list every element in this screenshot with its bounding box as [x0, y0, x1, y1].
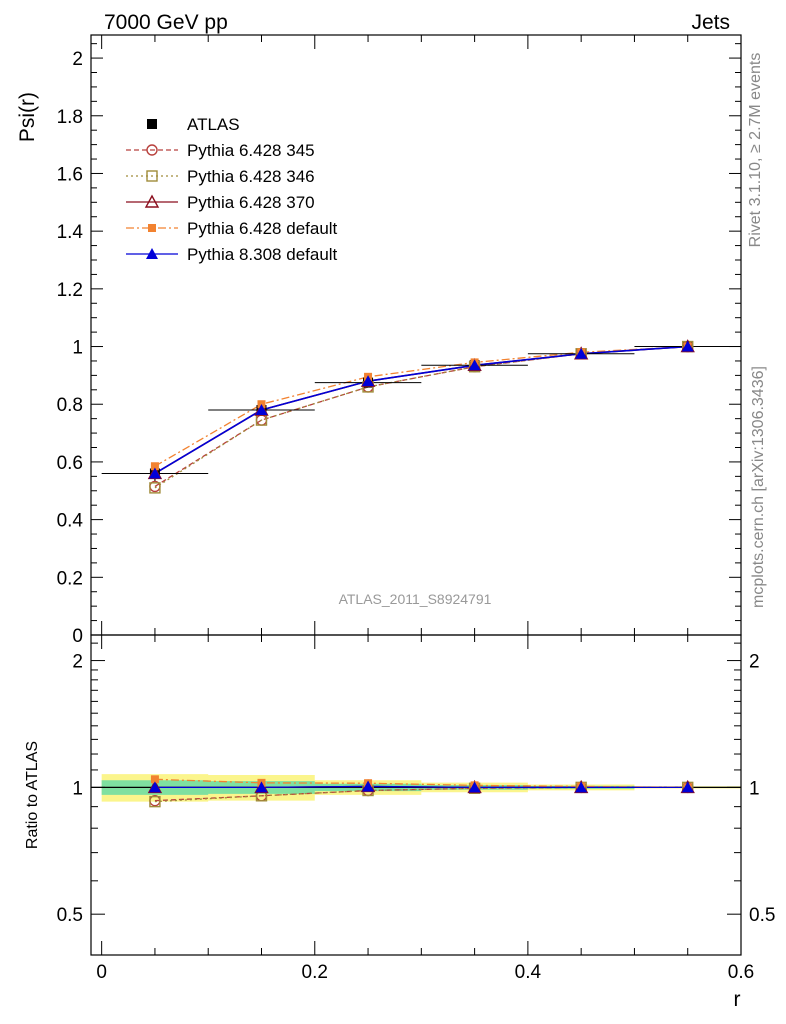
main-axes: 0 0.2 0.4 0.6 0.8 1 1.2 1.4 1.6 1.8 2 — [57, 35, 742, 647]
y-tick-label-main: 0 — [72, 626, 83, 647]
legend-entry-py346: Pythia 6.428 346 — [126, 167, 315, 186]
ratio-panel: 0.5 0.5 1 1 2 2 0 0.2 0.4 0.6 Ratio to ATLAS r — [24, 634, 775, 1011]
legend-entry-atlas: ATLAS — [147, 115, 240, 134]
y-tick-label-main: 1.8 — [57, 107, 83, 128]
ratio-point-py8 — [148, 781, 161, 793]
x-tick-label: 0 — [96, 962, 107, 983]
ratio-line-pydef — [154, 778, 688, 789]
ratio-point-py8 — [468, 781, 481, 793]
y-tick-label-ratio: 0.5 — [57, 905, 83, 926]
main-plot-content — [101, 339, 741, 494]
legend-entry-py8: Pythia 8.308 default — [126, 245, 338, 264]
y-tick-label-main: 1.6 — [57, 164, 83, 185]
y-tick-label-ratio-right: 1 — [749, 778, 760, 799]
legend-marker-atlas — [147, 119, 157, 129]
x-tick-label: 0.6 — [728, 962, 754, 983]
y-tick-label-ratio: 1 — [72, 778, 83, 799]
source-reference-label: mcplots.cern.ch [arXiv:1306.3436] — [750, 366, 767, 608]
y-tick-label-main: 0.4 — [57, 511, 84, 532]
analysis-label: ATLAS_2011_S8924791 — [339, 591, 492, 607]
ratio-panel-frame — [90, 634, 742, 956]
y-axis-label-main: Psi(r) — [16, 92, 39, 142]
legend-label-py345: Pythia 6.428 345 — [187, 141, 315, 160]
header-left-label: 7000 GeV pp — [104, 11, 228, 34]
legend-entry-py345: Pythia 6.428 345 — [126, 141, 315, 160]
y-tick-label-main: 1.4 — [57, 222, 84, 243]
y-tick-label-ratio-right: 2 — [749, 652, 760, 673]
series-line-py346 — [154, 345, 688, 489]
ratio-point-py8 — [255, 781, 268, 793]
ratio-point-py8 — [681, 781, 694, 793]
y-axis-label-ratio: Ratio to ATLAS — [24, 741, 41, 849]
y-tick-label-ratio: 2 — [72, 652, 83, 673]
legend-marker-py345 — [146, 144, 158, 156]
x-tick-label: 0.4 — [515, 962, 542, 983]
x-axis-label: r — [734, 988, 741, 1011]
rivet-version-label: Rivet 3.1.10, ≥ 2.7M events — [747, 53, 764, 248]
data-point-py8 — [468, 359, 481, 371]
legend-label-pydef: Pythia 6.428 default — [187, 219, 338, 238]
legend-marker-py8 — [146, 248, 158, 259]
ratio-point-pydef — [150, 775, 159, 784]
legend-marker-py346 — [146, 170, 158, 182]
main-panel: ATLAS_2011_S8924791 0 0.2 0.4 0.6 0.8 1 1.2 1.4… — [16, 34, 742, 647]
data-point-py8 — [148, 467, 161, 479]
legend-label-py370: Pythia 6.428 370 — [187, 193, 315, 212]
legend-marker-pydef — [148, 224, 156, 232]
ratio-line-py8 — [154, 785, 688, 789]
ratio-point-py346 — [149, 795, 161, 808]
legend-label-atlas: ATLAS — [187, 115, 240, 134]
y-tick-label-main: 0.8 — [57, 395, 83, 416]
legend: ATLAS Pythia 6.428 345 Pythia 6.428 346 Pyt… — [126, 115, 338, 264]
y-tick-label-main: 1 — [72, 338, 83, 359]
legend-label-py8: Pythia 8.308 default — [187, 245, 338, 264]
ratio-line-py346 — [154, 786, 688, 803]
header-right-label: Jets — [691, 11, 730, 34]
series-line-pydef — [154, 345, 688, 467]
y-tick-label-main: 0.2 — [57, 568, 83, 589]
data-point-py346 — [149, 482, 161, 494]
ratio-plot-content — [91, 774, 741, 808]
data-point-pydef — [150, 462, 159, 471]
legend-marker-py370 — [144, 194, 160, 208]
y-tick-label-main: 2 — [72, 49, 83, 70]
legend-entry-pydef: Pythia 6.428 default — [126, 219, 338, 238]
ratio-axes: 0.5 0.5 1 1 2 2 0 0.2 0.4 0.6 — [57, 635, 775, 983]
data-point-py8 — [362, 375, 375, 387]
y-tick-label-main: 0.6 — [57, 453, 83, 474]
series-line-py345 — [154, 345, 688, 487]
data-point-py8 — [681, 340, 694, 352]
data-point-py8 — [255, 404, 268, 415]
legend-entry-py370: Pythia 6.428 370 — [126, 193, 315, 212]
x-tick-label: 0.2 — [302, 962, 328, 983]
legend-label-py346: Pythia 6.428 346 — [187, 167, 315, 186]
y-tick-label-main: 1.2 — [57, 280, 83, 301]
ratio-point-py8 — [362, 780, 375, 792]
series-line-py8 — [154, 345, 688, 475]
ratio-point-py8 — [575, 781, 588, 793]
data-point-py8 — [575, 347, 588, 359]
y-tick-label-ratio-right: 0.5 — [749, 905, 775, 926]
